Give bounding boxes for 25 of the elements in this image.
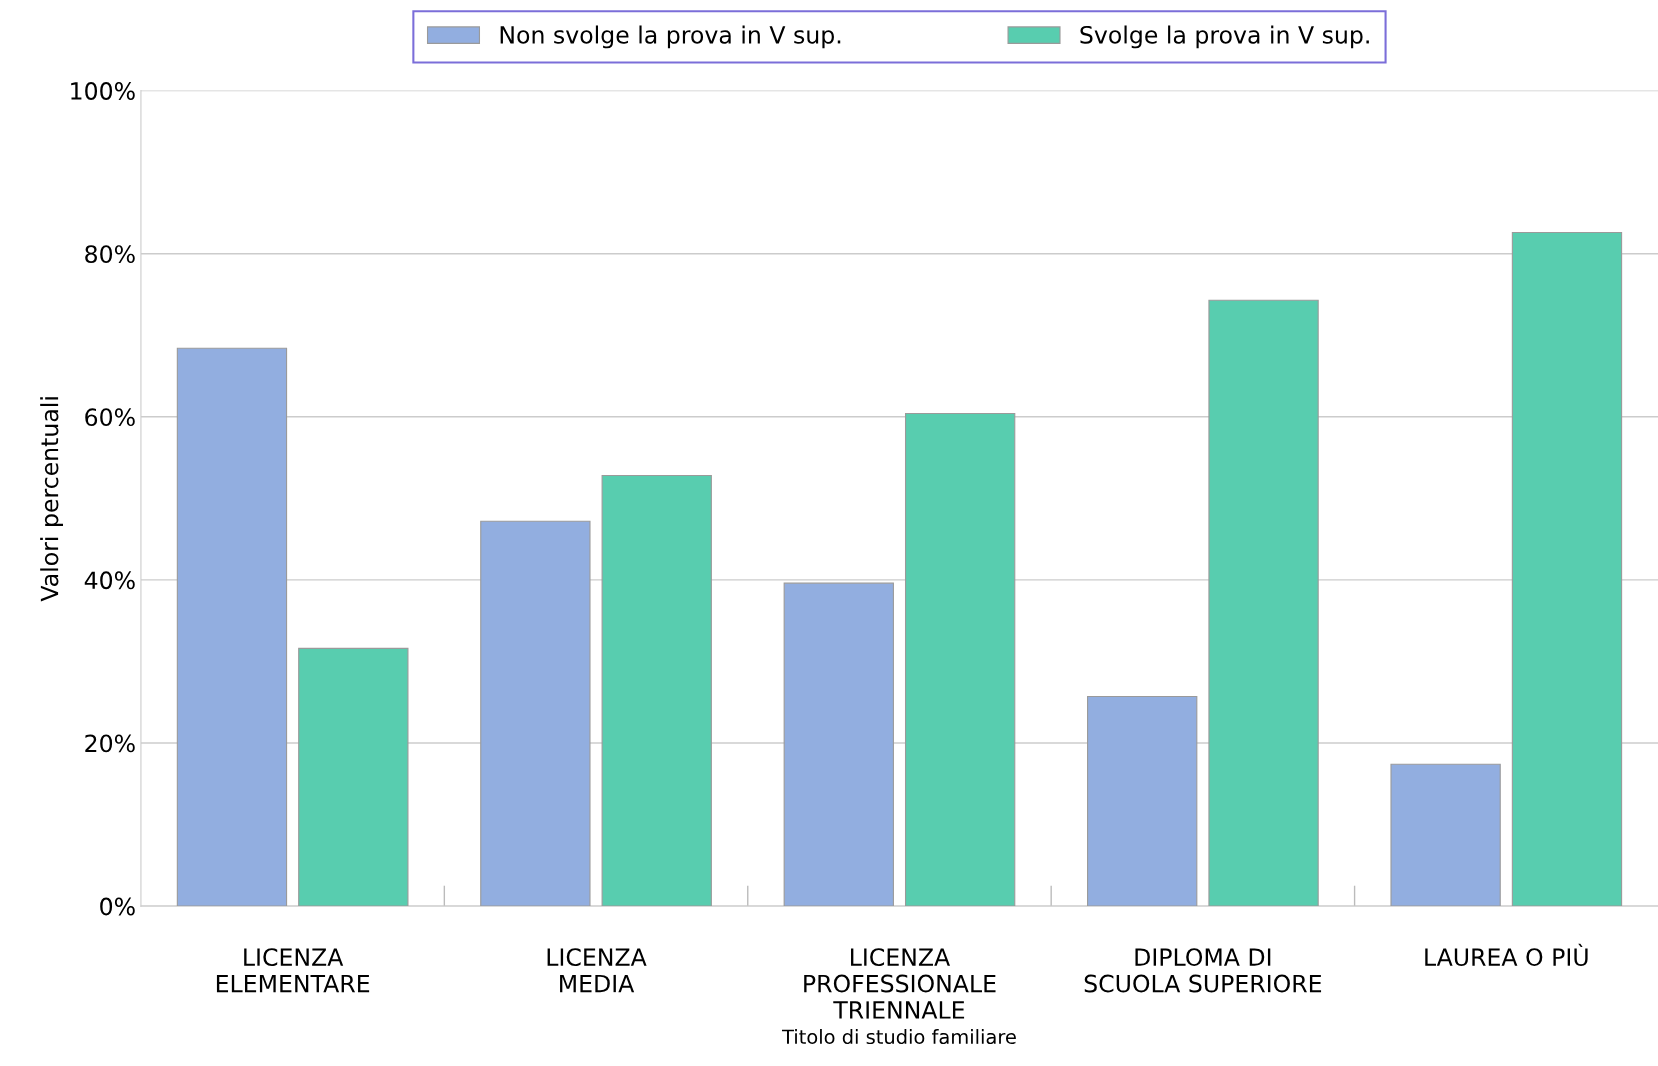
bar xyxy=(480,520,591,907)
y-tick-label: 80% xyxy=(85,245,135,264)
bar xyxy=(601,474,712,907)
bar xyxy=(1390,763,1501,907)
bar xyxy=(1208,299,1319,907)
bar xyxy=(1087,695,1198,907)
x-tick-label: DIPLOMA DI SCUOLA SUPERIORE xyxy=(1084,948,1322,993)
legend-label: Non svolge la prova in V sup. xyxy=(500,25,841,49)
x-tick-label: LICENZA MEDIA xyxy=(547,948,647,993)
y-tick-label: 60% xyxy=(85,408,135,427)
x-axis-title: Titolo di studio familiare xyxy=(781,1029,1016,1045)
y-tick-label: 40% xyxy=(84,571,135,590)
x-tick-label: LICENZA PROFESSIONALE TRIENNALE xyxy=(804,948,996,1019)
y-axis-title: Valori percentuali xyxy=(40,397,64,602)
x-tick-label: LICENZA ELEMENTARE xyxy=(216,948,370,993)
legend-label: Svolge la prova in V sup. xyxy=(1080,25,1369,49)
x-tick-label: LAUREA O PIÙ xyxy=(1425,943,1588,967)
bar xyxy=(176,347,288,907)
bar xyxy=(783,582,894,907)
bar xyxy=(298,647,409,907)
bar xyxy=(904,412,1016,907)
y-tick-label: 20% xyxy=(85,734,135,753)
y-tick-label: 0% xyxy=(100,897,135,916)
bar xyxy=(1511,231,1623,907)
y-tick-label: 100% xyxy=(71,82,135,100)
